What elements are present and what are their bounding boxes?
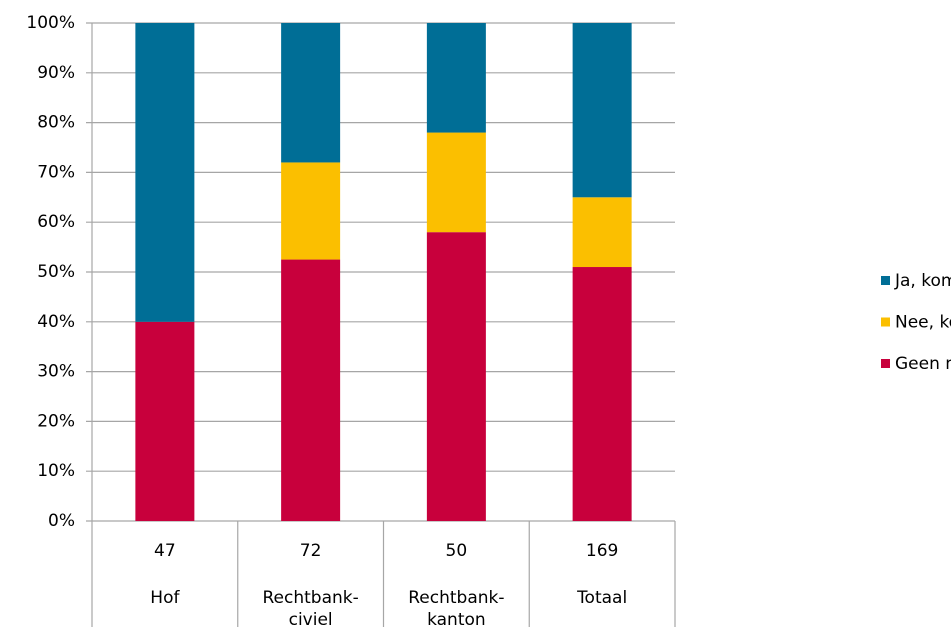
legend-swatch — [881, 276, 890, 285]
bar-segment — [572, 23, 632, 198]
bar-segment — [281, 259, 341, 521]
y-tick-label: 100% — [26, 13, 75, 33]
y-tick-label: 70% — [37, 162, 75, 182]
y-tick-label: 20% — [37, 411, 75, 431]
legend-swatch — [881, 317, 890, 327]
bar-segment — [135, 321, 195, 521]
y-tick-label: 30% — [37, 362, 75, 382]
bar-segment — [426, 132, 486, 233]
y-tick-label: 40% — [37, 312, 75, 332]
bar-segment — [426, 23, 486, 133]
category-count: 50 — [446, 541, 468, 561]
y-tick-label: 0% — [48, 511, 75, 531]
bar-segment — [426, 232, 486, 521]
y-tick-label: 90% — [37, 63, 75, 83]
category-count: 169 — [586, 541, 618, 561]
y-tick-label: 60% — [37, 212, 75, 232]
y-tick-label: 10% — [37, 461, 75, 481]
legend-label: Geen mening — [895, 354, 951, 374]
legend-swatch — [881, 359, 890, 368]
y-tick-label: 80% — [37, 113, 75, 133]
bar-segment — [572, 267, 632, 521]
bar-segment — [135, 23, 195, 322]
bar-segment — [281, 23, 341, 163]
x-tick-label: Rechtbank-kanton — [408, 588, 505, 627]
legend-label: Ja, komt voor — [894, 271, 951, 291]
bar-segment — [281, 162, 341, 260]
x-tick-label: Rechtbank-civiel — [262, 588, 359, 627]
legend-label: Nee, komt niet voor — [895, 313, 951, 333]
y-tick-label: 50% — [37, 262, 75, 282]
x-tick-label: Hof — [150, 588, 180, 608]
category-count: 72 — [300, 541, 322, 561]
category-count: 47 — [154, 541, 176, 561]
x-tick-label: Totaal — [577, 588, 628, 608]
bar-segment — [572, 197, 632, 268]
